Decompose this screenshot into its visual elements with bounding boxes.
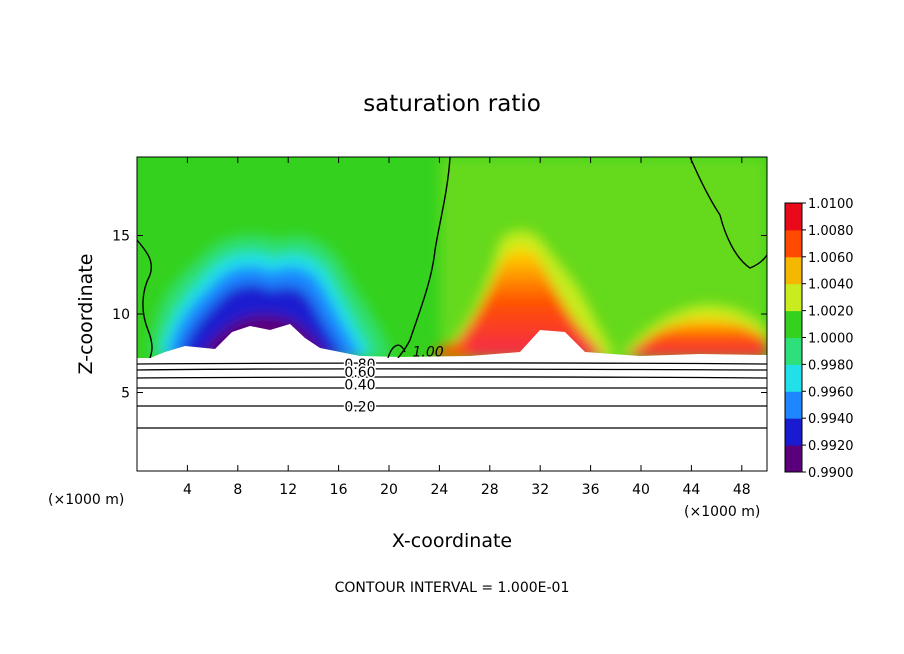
colorbar-band <box>785 364 802 392</box>
contour-label: 1.00 <box>412 345 443 361</box>
colorbar-label: 1.0060 <box>808 251 854 266</box>
colorbar-label: 1.0000 <box>808 332 854 347</box>
colorbar-band <box>785 337 802 365</box>
moist-region <box>430 230 767 358</box>
heatmap-field <box>137 157 767 358</box>
x-axis: 4 8 12 16 20 24 28 32 36 40 44 48 <box>183 157 751 498</box>
colorbar-band <box>785 256 802 285</box>
lower-contours <box>136 362 768 429</box>
colorbar-label: 1.0100 <box>808 197 854 212</box>
contour-1.00 <box>137 157 767 358</box>
y-tick-label: 5 <box>121 386 130 402</box>
colorbar-label: 0.9920 <box>808 439 854 454</box>
x-axis-title: X-coordinate <box>392 530 512 552</box>
colorbar-label: 0.9900 <box>808 466 854 481</box>
colorbar-band <box>785 229 802 258</box>
x-tick-label: 48 <box>733 482 751 498</box>
x-tick-label: 28 <box>481 482 499 498</box>
x-tick-label: 8 <box>233 482 242 498</box>
colorbar-label: 0.9940 <box>808 412 854 427</box>
colorbar-label: 1.0080 <box>808 224 854 239</box>
terrain-mask <box>150 324 767 358</box>
colorbar-band <box>785 310 802 338</box>
colorbar-label: 0.9980 <box>808 358 854 373</box>
contour-label: 0.20 <box>344 400 375 416</box>
x-unit-left: (×1000 m) <box>48 492 124 508</box>
x-tick-label: 16 <box>330 482 348 498</box>
contour-interval-note: CONTOUR INTERVAL = 1.000E-01 <box>335 580 570 596</box>
x-tick-label: 36 <box>582 482 600 498</box>
contour-labels: 1.00 0.800.600.40 0.20 <box>343 345 444 417</box>
y-axis-title: Z-coordinate <box>75 254 97 375</box>
colorbar-band <box>785 418 802 446</box>
x-tick-label: 40 <box>632 482 650 498</box>
colorbar-label: 0.9960 <box>808 385 854 400</box>
x-tick-label: 44 <box>682 482 700 498</box>
x-tick-label: 32 <box>531 482 549 498</box>
colorbar-label: 1.0040 <box>808 278 854 293</box>
colorbar-band <box>785 391 802 419</box>
colorbar-band <box>785 283 802 312</box>
x-unit-right: (×1000 m) <box>684 504 760 520</box>
x-tick-label: 4 <box>183 482 192 498</box>
x-tick-label: 24 <box>430 482 448 498</box>
colorbar-band <box>785 203 802 231</box>
x-tick-label: 20 <box>380 482 398 498</box>
x-tick-label: 12 <box>279 482 297 498</box>
colorbar-label: 1.0020 <box>808 305 854 320</box>
y-axis: 5 10 15 <box>112 229 767 402</box>
y-tick-label: 10 <box>112 307 130 323</box>
contour-label: 0.60 <box>344 365 375 381</box>
contour-label: 0.80 <box>344 357 375 373</box>
colorbar: 0.9900 0.9920 0.9940 0.9960 0.9980 1.0000 1.00… <box>784 197 854 481</box>
contour-label: 0.40 <box>344 378 375 394</box>
chart-title: saturation ratio <box>363 91 541 117</box>
colorbar-band <box>785 445 802 473</box>
y-tick-label: 15 <box>112 229 130 245</box>
